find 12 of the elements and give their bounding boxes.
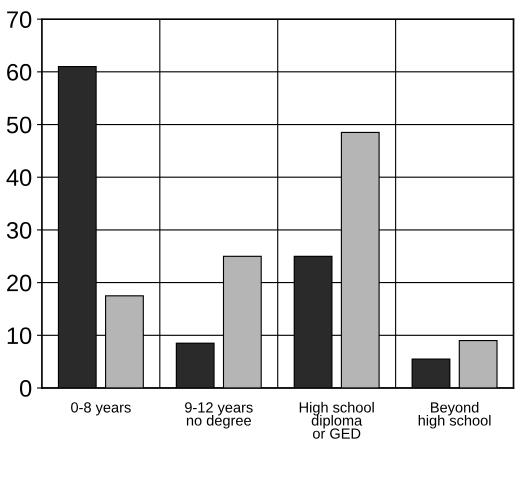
y-tick-label: 30 [6, 222, 32, 239]
x-tick-label: High school diploma or GED [300, 402, 374, 439]
x-tick-label: Beyond high school [418, 402, 490, 429]
y-tick-label: 10 [8, 327, 32, 344]
y-tick-label: 60 [7, 64, 32, 81]
x-tick-label: 0-8 years [71, 402, 131, 416]
y-tick-label: 50 [6, 116, 32, 134]
y-tick-label: 20 [7, 274, 32, 292]
y-tick-label: 0 [20, 380, 32, 397]
y-tick-label: 40 [6, 169, 32, 186]
x-tick-label: 9-12 years no degree [185, 402, 253, 429]
y-tick-label: 70 [7, 11, 32, 28]
